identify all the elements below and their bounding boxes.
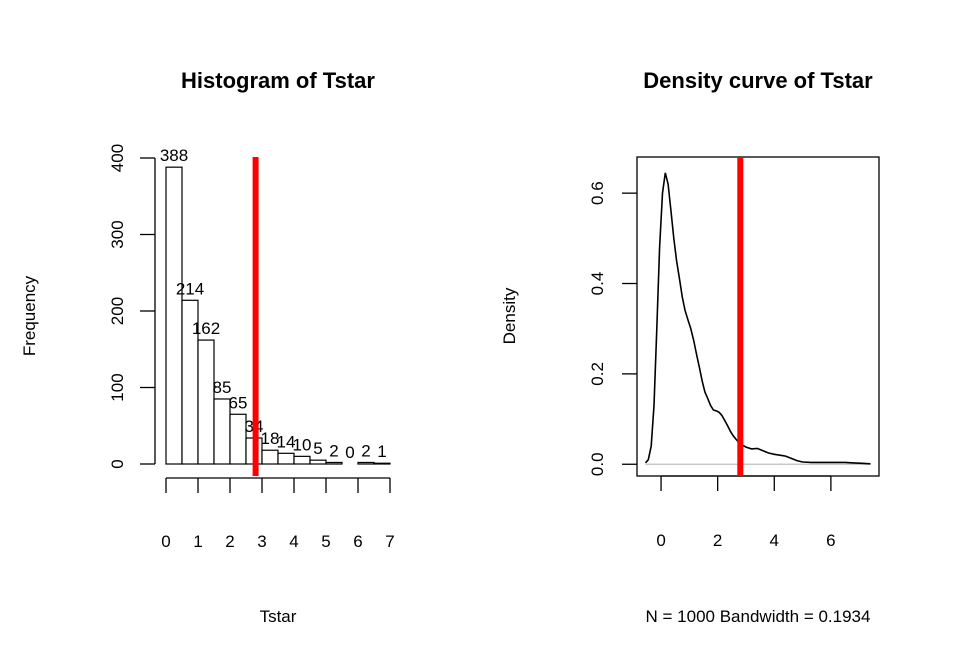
density-x-tick-label: 4 xyxy=(770,531,779,550)
histogram-panel: Histogram of Tstar Tstar Frequency 38821… xyxy=(20,68,395,626)
density-y-axis-label: Density xyxy=(500,287,519,344)
histogram-bar-label: 0 xyxy=(345,443,354,462)
histogram-x-tick-label: 3 xyxy=(257,532,266,551)
histogram-bar-label: 2 xyxy=(361,441,370,460)
histogram-bar xyxy=(373,462,391,465)
density-plot-frame xyxy=(636,156,880,477)
histogram-bar-label: 2 xyxy=(329,441,338,460)
histogram-bars xyxy=(165,166,391,465)
density-y-tick-label: 0.6 xyxy=(588,181,607,205)
histogram-bar-label: 14 xyxy=(277,432,296,451)
histogram-bar xyxy=(261,449,279,465)
histogram-x-tick-label: 1 xyxy=(193,532,202,551)
histogram-x-tick-label: 6 xyxy=(353,532,362,551)
histogram-bar-label: 162 xyxy=(192,319,220,338)
histogram-bar-label: 85 xyxy=(213,378,232,397)
density-y-tick-label: 0.4 xyxy=(588,272,607,296)
histogram-bar-label: 10 xyxy=(293,435,312,454)
density-curve xyxy=(644,172,871,465)
histogram-bar-label: 388 xyxy=(160,146,188,165)
histogram-x-axis: 0 1 2 3 4 5 6 7 xyxy=(161,477,395,551)
density-x-tick-label: 0 xyxy=(656,531,665,550)
density-y-axis: 0.0 0.2 0.4 0.6 xyxy=(588,181,637,476)
histogram-bar-label: 65 xyxy=(229,393,248,412)
density-x-axis: 0 2 4 6 xyxy=(656,475,836,550)
histogram-x-tick-label: 0 xyxy=(161,532,170,551)
density-x-axis-label: N = 1000 Bandwidth = 0.1934 xyxy=(646,607,871,626)
histogram-bar xyxy=(293,455,311,465)
histogram-bar xyxy=(357,461,375,465)
histogram-bar xyxy=(309,459,327,465)
histogram-y-axis-label: Frequency xyxy=(20,275,39,356)
density-panel: Density curve of Tstar N = 1000 Bandwidt… xyxy=(500,68,880,626)
histogram-bar xyxy=(165,166,183,465)
histogram-data-labels: 38821416285653418141052021 xyxy=(160,146,387,462)
histogram-bar-label: 214 xyxy=(176,279,204,298)
density-y-tick-label: 0.2 xyxy=(588,362,607,386)
density-title: Density curve of Tstar xyxy=(643,68,873,93)
histogram-y-tick-label: 100 xyxy=(108,373,127,401)
histogram-y-tick-label: 0 xyxy=(108,459,127,468)
histogram-x-tick-label: 2 xyxy=(225,532,234,551)
density-x-tick-label: 2 xyxy=(713,531,722,550)
histogram-bar-label: 5 xyxy=(313,439,322,458)
histogram-y-tick-label: 300 xyxy=(108,220,127,248)
histogram-x-tick-label: 5 xyxy=(321,532,330,551)
histogram-bar xyxy=(325,461,343,465)
histogram-x-tick-label: 4 xyxy=(289,532,298,551)
histogram-bar-label: 18 xyxy=(261,429,280,448)
density-x-tick-label: 6 xyxy=(826,531,835,550)
histogram-y-tick-label: 400 xyxy=(108,144,127,172)
histogram-y-tick-label: 200 xyxy=(108,297,127,325)
histogram-x-tick-label: 7 xyxy=(385,532,394,551)
histogram-title: Histogram of Tstar xyxy=(181,68,375,93)
histogram-y-axis: 0 100 200 300 400 xyxy=(108,144,156,469)
histogram-bar-label: 1 xyxy=(377,442,386,461)
histogram-x-axis-label: Tstar xyxy=(260,607,297,626)
histogram-bar xyxy=(197,339,215,465)
density-y-tick-label: 0.0 xyxy=(588,452,607,476)
histogram-bar xyxy=(277,452,295,465)
